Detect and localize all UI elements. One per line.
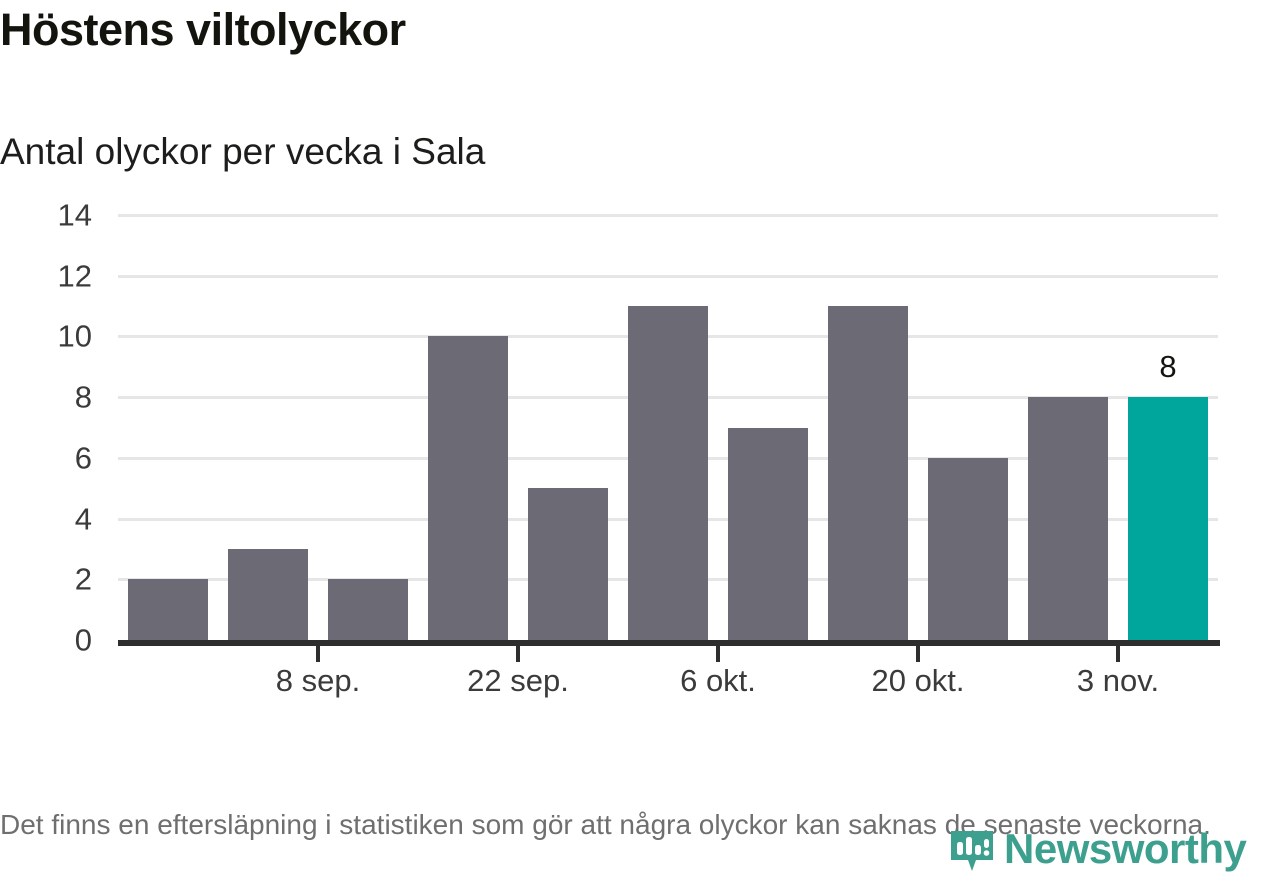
- footnote: Det finns en eftersläpning i statistiken…: [0, 809, 1211, 840]
- x-axis-tick: [1116, 646, 1120, 662]
- x-axis-tick-label: 22 sep.: [467, 663, 569, 698]
- bar[interactable]: [828, 306, 908, 640]
- newsworthy-wordmark: Newsworthy: [1004, 825, 1247, 872]
- y-axis-tick-label: 10: [57, 318, 92, 354]
- bar[interactable]: [528, 488, 608, 640]
- y-axis-tick-label: 2: [74, 561, 92, 597]
- bar-chart: 0 2 4 6 8 10 12 14 8 8 sep. 22 sep. 6 okt. 20 okt.…: [0, 200, 1262, 725]
- newsworthy-shield-bars-icon: [948, 829, 996, 879]
- bar-value-label: 8: [1159, 349, 1177, 385]
- x-axis-tick-label: 6 okt.: [680, 663, 756, 698]
- x-axis-tick: [716, 646, 720, 662]
- bar-series: 8: [118, 215, 1218, 640]
- y-axis-tick-label: 4: [74, 501, 92, 537]
- bar[interactable]: [128, 579, 208, 640]
- x-axis-tick: [316, 646, 320, 662]
- gridline: [118, 214, 1218, 217]
- x-axis-tick: [516, 646, 520, 662]
- gridline: [118, 274, 1218, 278]
- chart-subtitle: Antal olyckor per vecka i Sala: [0, 131, 486, 172]
- y-axis-tick-label: 0: [74, 622, 92, 658]
- y-axis-tick-label: 14: [57, 197, 92, 233]
- bar[interactable]: [1028, 397, 1108, 640]
- y-axis-tick-label: 12: [57, 258, 92, 294]
- bar[interactable]: [728, 427, 808, 640]
- y-axis-tick-label: 6: [74, 440, 92, 476]
- x-axis-line: [118, 640, 1220, 646]
- bar[interactable]: [328, 579, 408, 640]
- x-axis-tick-label: 8 sep.: [275, 663, 361, 698]
- bar[interactable]: [928, 457, 1008, 640]
- bar[interactable]: [628, 306, 708, 640]
- newsworthy-logo: Newsworthy: [948, 825, 1258, 879]
- x-axis-tick-label: 20 okt.: [871, 663, 965, 698]
- y-axis-tick-label: 8: [74, 379, 92, 415]
- x-axis-tick: [916, 646, 920, 662]
- bar[interactable]: [228, 548, 308, 640]
- bar[interactable]: [428, 336, 508, 640]
- x-axis-tick-label: 3 nov.: [1076, 663, 1160, 698]
- page-title: Höstens viltolyckor: [0, 4, 406, 55]
- y-axis: 0 2 4 6 8 10 12 14: [0, 200, 92, 656]
- bar[interactable]: [1128, 397, 1208, 640]
